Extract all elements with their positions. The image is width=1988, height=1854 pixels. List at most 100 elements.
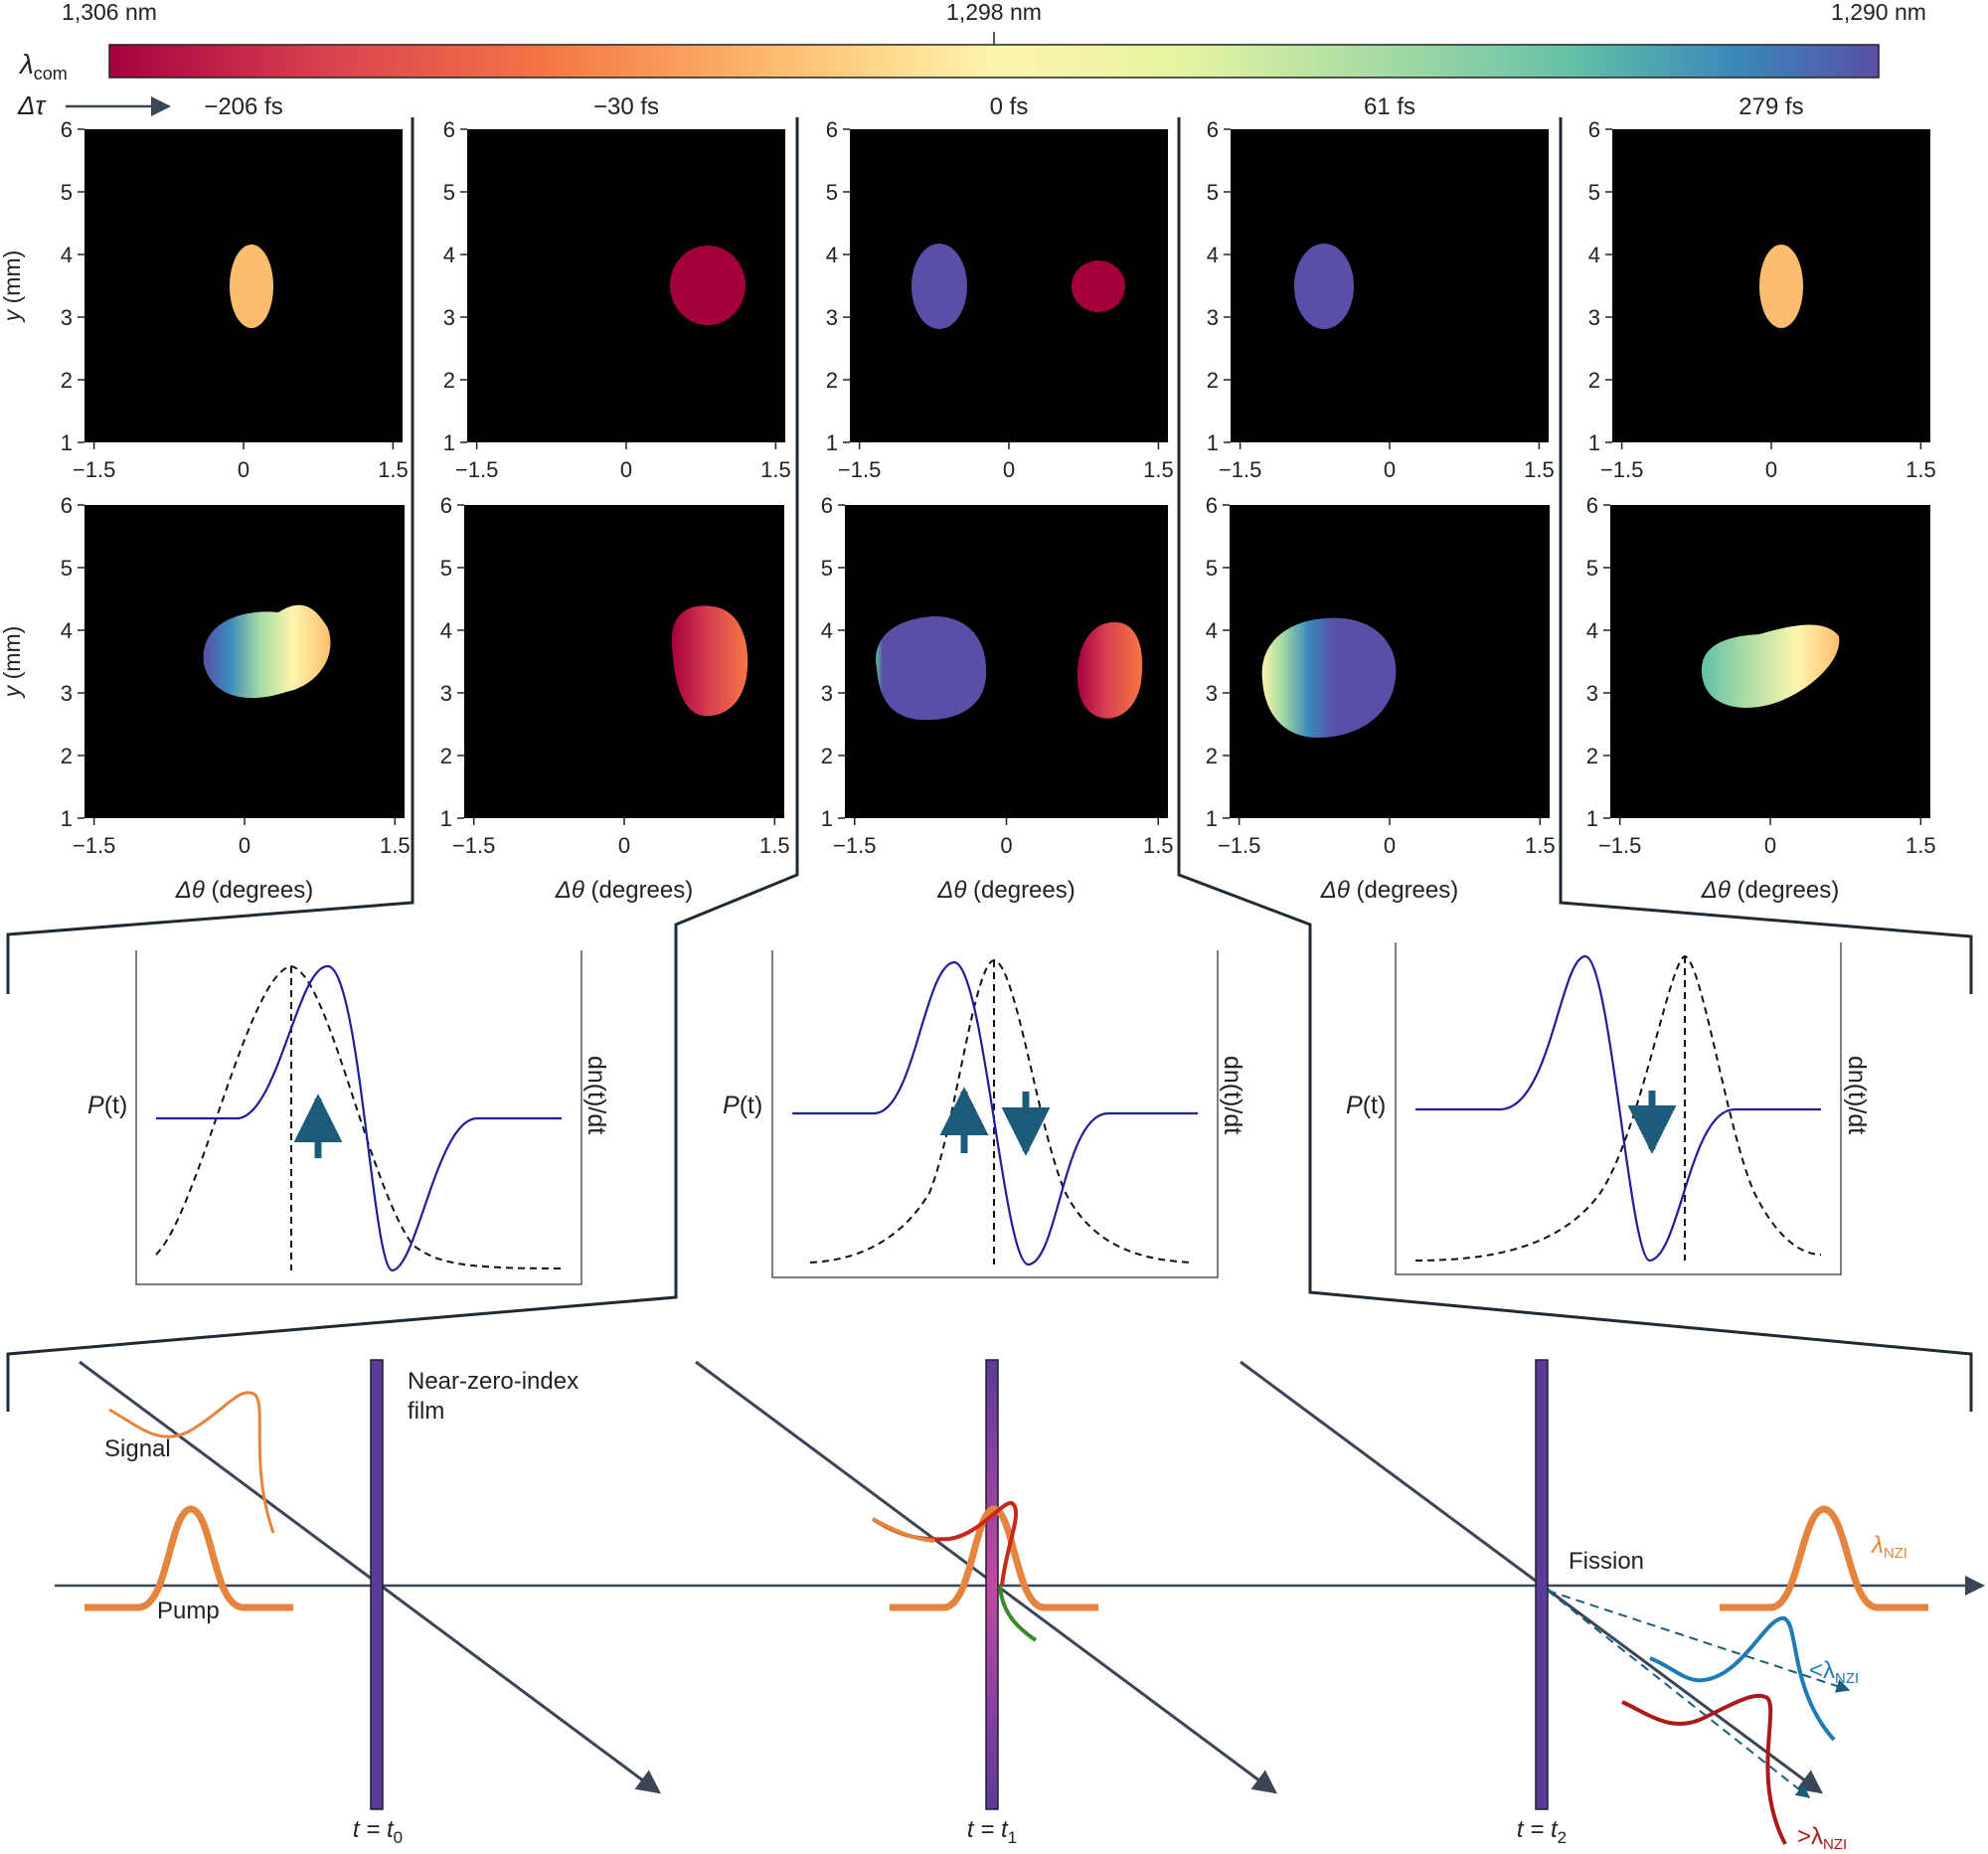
y-tick-label: 4 [1206, 618, 1218, 643]
spectral-spot [671, 605, 748, 717]
nzi-film [985, 1359, 999, 1810]
y-tick-label: 6 [1588, 117, 1600, 142]
bracket-line [1177, 117, 1973, 1412]
y-tick-label: 1 [821, 806, 833, 831]
y-tick-label: 6 [1207, 117, 1219, 142]
x-tick-label: 1.5 [1143, 457, 1174, 482]
y-tick-label: 2 [821, 744, 833, 768]
delay-label: 0 fs [990, 93, 1029, 120]
y-tick-label: 4 [443, 243, 455, 267]
colorbar: 1,306 nm 1,298 nm 1,290 nm λcom [18, 0, 1926, 84]
signal-tail [998, 1585, 1038, 1642]
x-tick-label: 0 [1384, 457, 1396, 482]
y-tick-label: 4 [61, 243, 73, 267]
pulse-plot-mid: P(t) dn(t)/dt [723, 950, 1246, 1278]
pump-envelope [1414, 954, 1822, 1262]
delay-symbol: Δτ [17, 90, 47, 120]
x-tick-label: 1.5 [1525, 833, 1556, 858]
y-tick-label: 4 [1586, 618, 1598, 643]
y-tick-label: 6 [443, 117, 455, 142]
x-tick-label: 0 [238, 457, 249, 482]
lt-lambda-nzi-label: <λNZI [1809, 1657, 1859, 1687]
fission-label: Fission [1569, 1548, 1644, 1575]
x-axis-label: Δθ (degrees) [1701, 877, 1840, 904]
y-tick-label: 3 [440, 681, 452, 706]
y-tick-label: 5 [826, 180, 838, 205]
pump-pulse [1720, 1505, 1928, 1611]
beam-spot [670, 246, 746, 325]
y-tick-label: 3 [443, 305, 455, 330]
y-tick-label: 1 [61, 430, 73, 455]
x-tick-label: 0 [618, 833, 630, 858]
bracket-line [6, 117, 799, 1412]
pulse-plot-right: P(t) dn(t)/dt [1346, 942, 1871, 1275]
x-axis-label: Δθ (degrees) [555, 877, 694, 904]
y-tick-label: 1 [1588, 430, 1600, 455]
y-tick-label: 4 [1588, 243, 1600, 267]
spectral-spot [876, 616, 987, 721]
top-panel [1231, 129, 1549, 442]
x-tick-label: 1.5 [1524, 457, 1555, 482]
y-tick-label: 2 [826, 368, 838, 393]
y-tick-label: 4 [1207, 243, 1219, 267]
y-tick-label: 1 [1206, 806, 1218, 831]
nzi-film [370, 1359, 384, 1810]
y-tick-label: 3 [61, 305, 73, 330]
y-tick-label: 6 [821, 493, 833, 518]
y-tick-label: 6 [61, 493, 73, 518]
beam-spot [1759, 245, 1803, 328]
y-tick-label: 5 [61, 556, 73, 581]
x-tick-label: −1.5 [73, 833, 115, 858]
y-tick-label: 1 [1207, 430, 1219, 455]
x-tick-label: −1.5 [1598, 833, 1641, 858]
film-label: film [408, 1398, 444, 1425]
y-tick-label: 3 [1207, 305, 1219, 330]
colorbar-left-label: 1,306 nm [62, 0, 157, 25]
y-tick-label: 5 [61, 180, 73, 205]
y-tick-label: 5 [1588, 180, 1600, 205]
pump-label: Pump [157, 1598, 220, 1624]
delay-label: 61 fs [1364, 93, 1415, 120]
colorbar-gradient [108, 44, 1880, 79]
x-tick-label: 1.5 [1905, 833, 1936, 858]
y-tick-label: 5 [1586, 556, 1598, 581]
x-tick-label: 1.5 [759, 833, 790, 858]
pump-pulse [84, 1505, 293, 1611]
x-tick-label: 1.5 [380, 833, 411, 858]
x-tick-label: −1.5 [838, 457, 881, 482]
long-wavelength-pulse [1621, 1693, 1787, 1845]
pump-trajectory [1240, 1360, 1823, 1794]
power-label: P(t) [87, 1092, 127, 1119]
beam-spot [230, 245, 273, 328]
bracket-line [1559, 117, 1973, 994]
spectral-spot [1701, 624, 1840, 708]
y-axis-label: y (mm) [0, 251, 25, 324]
lambda-nzi-label: λNZI [1870, 1532, 1907, 1562]
y-tick-label: 1 [61, 806, 73, 831]
colorbar-mid-label: 1,298 nm [946, 0, 1042, 25]
delay-row: Δτ −206 fs −30 fs 0 fs 61 fs 279 fs [17, 90, 1804, 120]
x-axis-label: Δθ (degrees) [1320, 877, 1459, 904]
x-tick-label: −1.5 [452, 833, 495, 858]
x-tick-label: 0 [1765, 457, 1777, 482]
pump-pulse [890, 1505, 1098, 1611]
top-panels [84, 129, 1930, 442]
y-tick-label: 5 [443, 180, 455, 205]
x-tick-label: −1.5 [73, 457, 115, 482]
x-tick-label: 0 [1384, 833, 1396, 858]
dndt-label: dn(t)/dt [1219, 1056, 1246, 1134]
gt-lambda-nzi-label: >λNZI [1797, 1823, 1847, 1853]
x-axis-label: Δθ (degrees) [936, 877, 1076, 904]
x-tick-label: 1.5 [1905, 457, 1936, 482]
y-tick-label: 2 [440, 744, 452, 768]
signal-label: Signal [104, 1435, 171, 1462]
y-tick-label: 3 [61, 681, 73, 706]
bracket-lines [6, 117, 1973, 1412]
y-tick-label: 2 [1206, 744, 1218, 768]
dndt-label: dn(t)/dt [1843, 1056, 1871, 1134]
film-label: Near-zero-index [408, 1368, 579, 1395]
x-tick-label: −1.5 [1218, 833, 1260, 858]
spectral-spot [1261, 617, 1397, 738]
y-tick-label: 2 [61, 744, 73, 768]
